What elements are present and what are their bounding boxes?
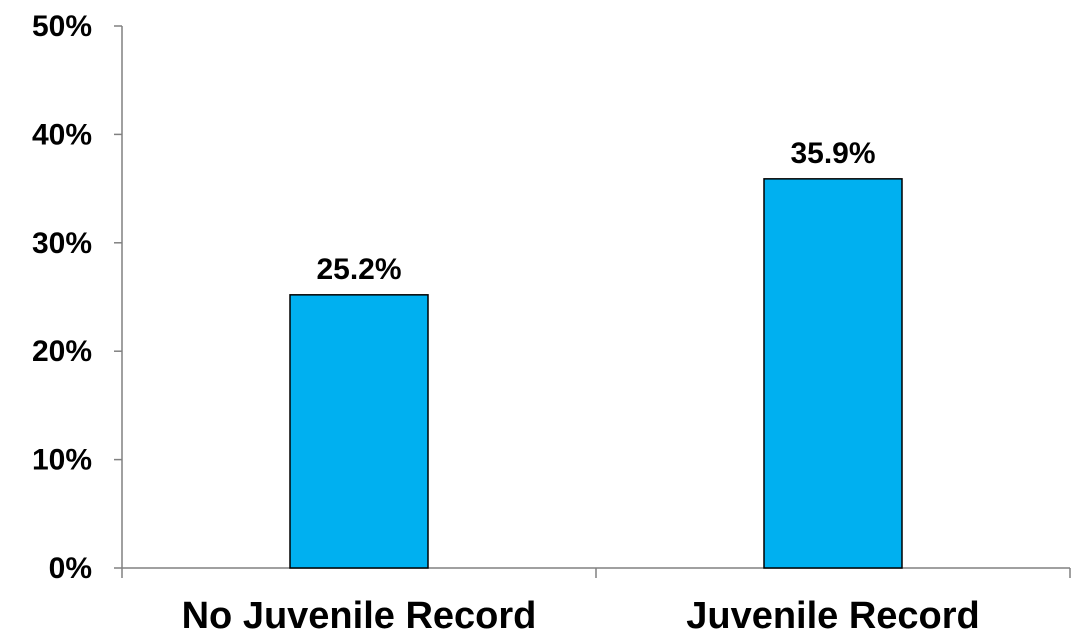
y-tick-label: 50% <box>32 10 92 43</box>
bars-group <box>289 178 903 569</box>
bar <box>289 294 429 569</box>
y-tick-label: 30% <box>32 227 92 260</box>
y-tick-label: 0% <box>49 552 92 585</box>
x-axis-ticks <box>121 568 1071 578</box>
bar-value-labels: 25.2% 35.9% <box>316 137 875 286</box>
x-category-label: No Juvenile Record <box>182 595 537 637</box>
category-labels: No Juvenile Record Juvenile Record <box>182 595 980 637</box>
y-tick-label: 20% <box>32 335 92 368</box>
bar-value-label: 25.2% <box>316 253 401 286</box>
y-tick-label: 10% <box>32 444 92 477</box>
bar <box>763 178 903 569</box>
x-category-label: Juvenile Record <box>686 595 980 637</box>
y-axis-ticks: 0% 10% 20% 30% 40% 50% <box>32 10 122 585</box>
bar-value-label: 35.9% <box>790 137 875 170</box>
y-tick-label: 40% <box>32 118 92 151</box>
